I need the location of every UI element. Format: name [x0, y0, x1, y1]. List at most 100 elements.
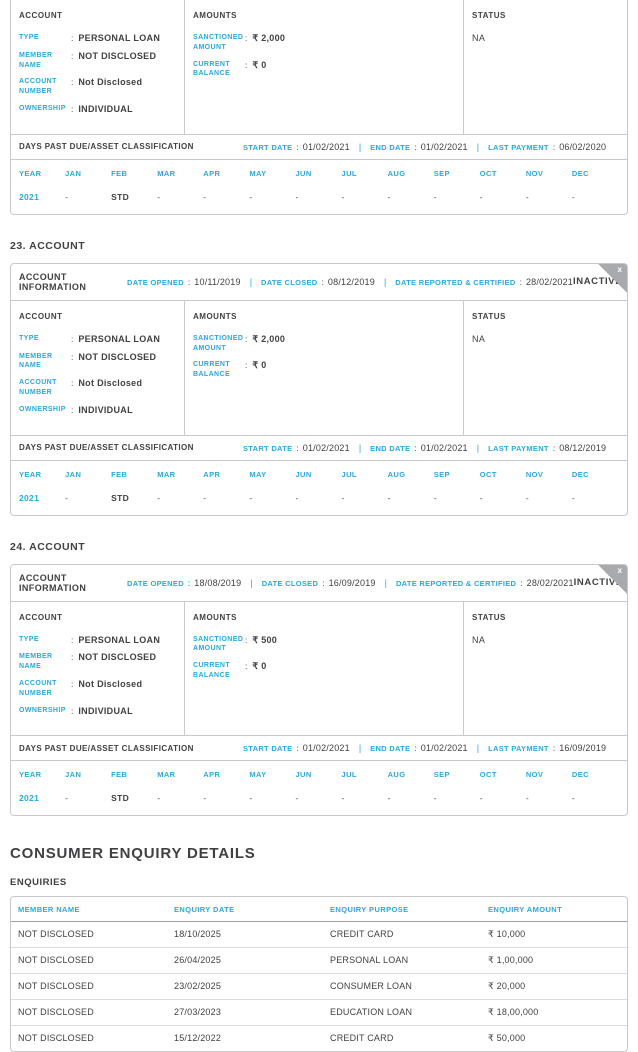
date-reported-value: 28/02/2021	[525, 276, 574, 287]
month-header: MAY	[249, 469, 267, 479]
sanctioned-amount-label: SANCTIONED AMOUNT	[193, 34, 244, 51]
date-closed: DATE CLOSED:08/12/2019	[261, 277, 375, 287]
current-balance-label: CURRENT BALANCE	[193, 662, 231, 679]
dpd-value: -	[295, 793, 299, 804]
start-date: START DATE:01/02/2021	[243, 443, 350, 453]
ownership-label: OWNERSHIP	[19, 405, 66, 413]
date-reported-label: DATE REPORTED & CERTIFIED	[395, 277, 516, 287]
account-number-value: Not Disclosed	[78, 378, 143, 389]
status-value: NA	[472, 33, 486, 43]
colon: :	[321, 276, 324, 287]
last-payment-value: 16/09/2019	[559, 743, 607, 754]
colon: :	[520, 577, 523, 588]
dpd-value: -	[479, 492, 483, 503]
dpd-value: -	[65, 492, 69, 503]
colon: :	[414, 442, 417, 453]
dpd-value: -	[157, 793, 161, 804]
colon: :	[296, 442, 299, 453]
dpd-value: -	[157, 191, 161, 202]
enquiries-subheading: ENQUIRIES	[10, 877, 67, 889]
start-date: START DATE:01/02/2021	[243, 142, 350, 152]
ownership-label: OWNERSHIP	[19, 706, 66, 714]
year-header: YEAR	[19, 770, 42, 780]
close-icon[interactable]: x	[598, 564, 627, 594]
month-header: FEB	[111, 770, 128, 780]
member-name-label: MEMBER NAME	[19, 653, 53, 671]
colon: :	[296, 743, 299, 754]
year-header: YEAR	[19, 469, 42, 479]
type-label: TYPE	[19, 334, 39, 342]
date-closed-value: 08/12/2019	[327, 276, 375, 287]
enquiries-table: MEMBER NAME ENQUIRY DATE ENQUIRY PURPOSE…	[10, 896, 628, 1052]
member-name-field: MEMBER NAME: NOT DISCLOSED	[19, 652, 176, 672]
start-date-value: 01/02/2021	[302, 743, 350, 754]
colon: :	[245, 360, 248, 371]
table-row: NOT DISCLOSED 26/04/2025 PERSONAL LOAN ₹…	[11, 948, 627, 975]
month-header: NOV	[525, 770, 544, 780]
separator: |	[358, 141, 362, 152]
dpd-value: -	[341, 793, 345, 804]
colon: :	[245, 33, 248, 43]
end-date-value: 01/02/2021	[420, 743, 468, 754]
enquiry-amount-cell: ₹ 20,000	[488, 981, 526, 992]
colon: :	[71, 378, 74, 389]
account-number-field: ACCOUNT NUMBER: Not Disclosed	[19, 679, 176, 699]
member-name-value: NOT DISCLOSED	[78, 652, 157, 663]
amounts-column: AMOUNTS SANCTIONED AMOUNT: ₹ 2,000 CURREN…	[184, 300, 463, 435]
dpd-header: DAYS PAST DUE/ASSET CLASSIFICATION START…	[11, 735, 627, 762]
separator: |	[476, 743, 480, 754]
month-header: JAN	[65, 469, 82, 479]
enquiry-date-cell: 23/02/2025	[174, 981, 222, 992]
dpd-header: DAYS PAST DUE/ASSET CLASSIFICATION START…	[11, 133, 627, 160]
separator: |	[476, 442, 480, 453]
type-field: TYPE : PERSONAL LOAN	[19, 33, 176, 44]
colon: :	[414, 141, 417, 152]
colon: :	[245, 661, 248, 672]
ownership-field: OWNERSHIP: INDIVIDUAL	[19, 405, 176, 416]
type-value: PERSONAL LOAN	[78, 333, 161, 344]
date-opened-label: DATE OPENED	[127, 277, 184, 287]
end-date-label: END DATE	[370, 142, 411, 152]
start-date-value: 01/02/2021	[302, 141, 350, 152]
end-date-label: END DATE	[370, 744, 411, 754]
month-header: APR	[203, 168, 221, 178]
year-value: 2021	[19, 793, 40, 804]
current-balance-label: CURRENT BALANCE	[193, 60, 231, 78]
enquiry-amount-cell: ₹ 18,00,000	[488, 1007, 539, 1018]
enquiry-amount-cell: ₹ 1,00,000	[488, 955, 534, 966]
month-header: SEP	[433, 770, 450, 780]
dpd-header: DAYS PAST DUE/ASSET CLASSIFICATION START…	[11, 434, 627, 461]
sanctioned-amount-label: SANCTIONED AMOUNT	[193, 635, 244, 653]
year-value: 2021	[19, 492, 40, 503]
table-row: NOT DISCLOSED 27/03/2023 EDUCATION LOAN …	[11, 1000, 627, 1027]
colon: :	[71, 351, 74, 362]
close-icon[interactable]: x	[598, 263, 627, 293]
current-balance-field: CURRENT BALANCE : ₹ 0	[193, 60, 455, 80]
separator: |	[358, 442, 362, 453]
colon: :	[187, 276, 191, 287]
status-column: STATUS NA	[463, 601, 627, 736]
status-column-title: STATUS	[472, 11, 506, 20]
amounts-column-title: AMOUNTS	[193, 612, 237, 622]
last-payment: LAST PAYMENT:08/12/2019	[488, 443, 606, 453]
enquiry-purpose-cell: PERSONAL LOAN	[330, 955, 409, 966]
start-date: START DATE:01/02/2021	[243, 743, 350, 753]
month-header: NOV	[525, 469, 544, 479]
amounts-column-title: AMOUNTS	[193, 11, 237, 20]
account-column: ACCOUNT TYPE : PERSONAL LOAN MEMBER NAME…	[11, 0, 184, 134]
member-name-label: MEMBER NAME	[19, 352, 53, 370]
enquiry-amount-cell: ₹ 50,000	[488, 1033, 526, 1044]
month-header: OCT	[479, 469, 497, 479]
dpd-value: -	[295, 492, 299, 503]
end-date: END DATE:01/02/2021	[370, 743, 468, 753]
dpd-value: -	[249, 492, 253, 503]
date-opened: DATE OPENED:10/11/2019	[127, 277, 241, 287]
month-header: JUN	[295, 168, 312, 178]
account-information-title: ACCOUNT INFORMATION	[19, 572, 87, 593]
start-date-label: START DATE	[243, 744, 293, 754]
dpd-value: -	[203, 793, 207, 804]
month-header: JUL	[341, 469, 357, 479]
dpd-value: -	[203, 492, 207, 503]
type-value: PERSONAL LOAN	[78, 33, 161, 43]
